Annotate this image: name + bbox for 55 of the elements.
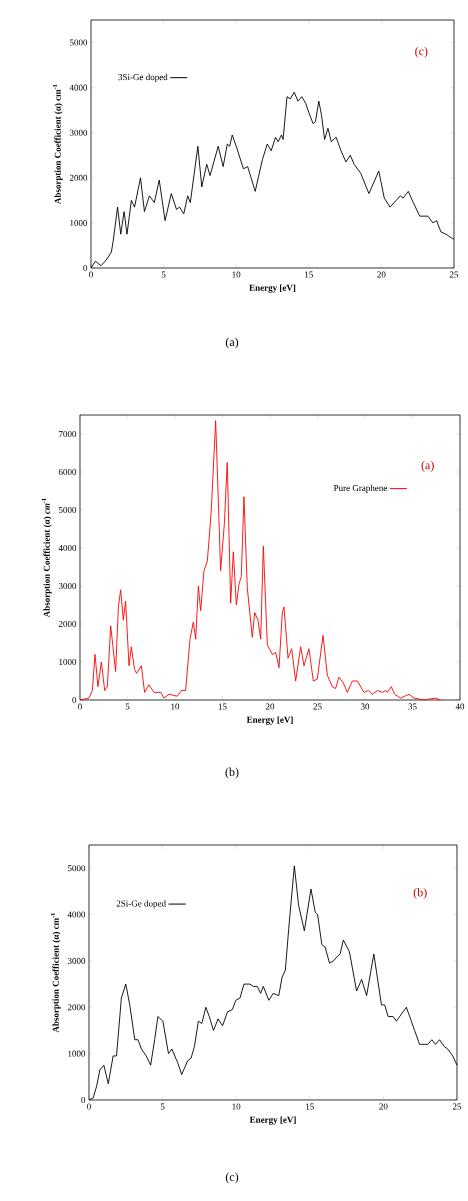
line-series — [79, 420, 442, 701]
annotation: (c) — [415, 46, 428, 58]
x-tick-label: 0 — [89, 271, 93, 278]
y-tick-label: 0 — [72, 696, 77, 704]
y-tick-label: 3000 — [58, 582, 77, 590]
y-tick-label: 1000 — [68, 1050, 86, 1057]
y-tick-label: 2000 — [58, 620, 77, 628]
annotation: (b) — [413, 888, 427, 899]
x-tick-label: 25 — [313, 703, 322, 710]
legend-label: 3Si-Ge doped — [118, 73, 168, 82]
y-tick-label: 0 — [83, 264, 88, 272]
text: (c) — [225, 1172, 239, 1184]
y-tick-label: 4000 — [58, 544, 77, 552]
x-tick-label: 10 — [232, 1103, 241, 1110]
annotation: (a) — [421, 460, 434, 472]
x-tick-label: 10 — [232, 271, 241, 278]
x-tick-label: 25 — [452, 1103, 462, 1110]
y-tick-label: 4000 — [69, 84, 88, 91]
y-tick-label: 5000 — [67, 865, 86, 872]
y-tick-label: 3000 — [69, 129, 88, 136]
legend-label: 2Si-Ge doped — [116, 900, 166, 909]
y-tick-label: 5000 — [69, 39, 88, 46]
y-axis-title: Absorption Coefficient (α) cm$^{-1}$ — [41, 498, 52, 618]
y-tick-label: 4000 — [67, 911, 86, 918]
text: (b) — [225, 767, 239, 779]
x-axis-title: Energy [eV] — [249, 1116, 296, 1125]
x-axis-title: Energy [eV] — [246, 716, 293, 725]
x-tick-label: 40 — [455, 703, 465, 710]
x-tick-label: 30 — [360, 703, 370, 710]
x-tick-label: 15 — [218, 703, 227, 710]
x-tick-label: 5 — [125, 703, 130, 710]
x-tick-label: 25 — [449, 271, 459, 278]
x-tick-label: 10 — [171, 703, 180, 710]
y-tick-label: 2000 — [67, 1004, 86, 1011]
text: (a) — [225, 337, 239, 349]
y-axis-title: Absorption Coefficient (α) cm$^{-1}$ — [52, 84, 63, 205]
y-axis-title: Absorption Coefficient (α) cm$^{-1}$ — [50, 913, 61, 1033]
x-tick-label: 5 — [160, 1103, 165, 1110]
x-tick-label: 35 — [408, 703, 417, 710]
legend-label: Pure Graphene — [333, 484, 388, 493]
x-tick-label: 15 — [306, 1103, 314, 1110]
x-tick-label: 5 — [161, 271, 166, 278]
y-tick-label: 5000 — [58, 506, 77, 514]
y-tick-label: 2000 — [69, 174, 88, 181]
x-axis-title: Energy [eV] — [249, 284, 296, 293]
y-tick-label: 1000 — [59, 658, 77, 666]
y-tick-label: 7000 — [59, 430, 77, 438]
y-tick-label: 0 — [81, 1096, 86, 1104]
x-tick-label: 15 — [305, 271, 313, 278]
x-tick-label: 20 — [377, 271, 386, 278]
y-tick-label: 1000 — [70, 219, 88, 226]
y-tick-label: 3000 — [67, 957, 86, 964]
x-tick-label: 20 — [265, 703, 275, 710]
x-tick-label: 20 — [379, 1103, 388, 1110]
y-tick-label: 6000 — [58, 468, 77, 476]
